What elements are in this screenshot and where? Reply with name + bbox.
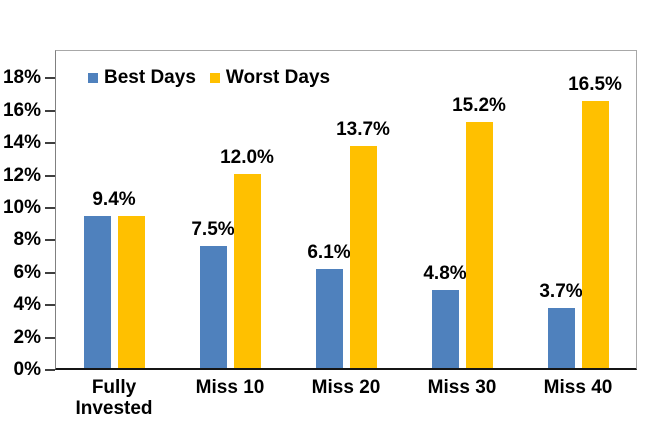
bar-value-label: 6.1% xyxy=(307,242,351,263)
y-axis-tick-label: 10% xyxy=(2,197,41,218)
best-days-bar xyxy=(547,308,575,368)
x-axis-category-label: Miss 20 xyxy=(311,377,381,398)
bar-value-label: 16.5% xyxy=(568,74,622,95)
worst-days-bar xyxy=(349,146,377,368)
worst-days-bar xyxy=(465,122,493,368)
y-axis-tick-label: 0% xyxy=(13,359,41,380)
worst-days-bar xyxy=(117,216,145,368)
best-days-bar xyxy=(83,216,111,368)
bar-value-label: 4.8% xyxy=(423,263,467,284)
best-days-bar xyxy=(431,290,459,368)
legend-label: Best Days xyxy=(104,67,196,88)
best-days-legend-swatch-icon xyxy=(88,73,98,83)
y-axis-tick-label: 14% xyxy=(2,132,41,154)
y-axis-tick-mark xyxy=(45,304,55,307)
y-axis-tick-label: 2% xyxy=(13,326,41,348)
worst-days-bar xyxy=(233,174,261,368)
y-axis-tick-mark xyxy=(45,369,55,371)
y-axis-tick-mark xyxy=(45,142,55,145)
y-axis-tick-label: 4% xyxy=(13,294,41,316)
bar-value-label: 7.5% xyxy=(191,219,235,240)
y-axis-tick-label: 6% xyxy=(13,261,41,283)
y-axis-tick-label: 8% xyxy=(13,229,41,251)
legend-item-worst-days: Worst Days xyxy=(209,67,331,89)
chart-legend: Best Days Worst Days xyxy=(88,67,344,89)
best-days-bar xyxy=(315,269,343,368)
y-axis-tick-mark xyxy=(45,271,55,274)
x-axis-category-label: Miss 30 xyxy=(427,377,497,398)
y-axis-tick-mark xyxy=(45,239,55,242)
y-axis-tick-mark xyxy=(45,109,55,112)
worst-days-legend-swatch-icon xyxy=(209,73,220,83)
y-axis-tick-label: 12% xyxy=(2,164,41,186)
y-axis-tick-mark xyxy=(45,174,55,177)
y-axis-tick-mark xyxy=(45,77,55,80)
bar-value-label: 15.2% xyxy=(452,95,506,116)
bar-value-label: 13.7% xyxy=(336,119,390,140)
y-axis-tick-mark xyxy=(45,207,55,209)
x-axis-category-label: Miss 40 xyxy=(543,377,613,398)
legend-label: Worst Days xyxy=(225,67,331,88)
legend-item-best-days: Best Days xyxy=(88,67,196,89)
x-axis-category-label: Fully Invested xyxy=(75,377,153,419)
bar-value-label: 12.0% xyxy=(220,147,274,168)
bar-value-label: 9.4% xyxy=(92,189,136,210)
y-axis-tick-label: 18% xyxy=(2,67,41,89)
worst-days-bar xyxy=(581,101,609,368)
y-axis-tick-mark xyxy=(45,336,55,339)
y-axis-tick-label: 16% xyxy=(2,99,41,121)
x-axis-category-label: Miss 10 xyxy=(195,377,265,398)
bar-value-label: 3.7% xyxy=(539,281,583,302)
best-days-bar xyxy=(199,246,227,368)
plot-area: 9.4% 7.5% 6.1% 4.8% 3.7% 12.0% 13.7% 15.2% 16.5% xyxy=(55,50,637,370)
